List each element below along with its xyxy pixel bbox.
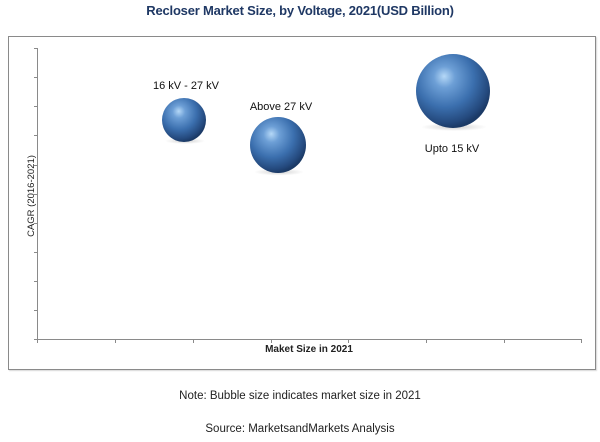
source-note: Source: MarketsandMarkets Analysis — [205, 423, 395, 435]
bubble-label: 16 kV - 27 kV — [153, 80, 220, 92]
chart-frame — [8, 36, 596, 370]
bubble-label: Upto 15 kV — [425, 143, 480, 155]
y-axis — [34, 48, 38, 340]
bubble-upto-15kv: Upto 15 kV — [416, 54, 490, 155]
y-axis-title: CAGR (2016-2021) — [26, 155, 37, 237]
bubble-sphere — [416, 54, 490, 128]
bubble-label: Above 27 kV — [250, 101, 313, 113]
x-axis — [37, 339, 582, 343]
bubble-above-27kv: Above 27 kV — [250, 101, 313, 176]
bubble-size-note: Note: Bubble size indicates market size … — [179, 390, 421, 402]
chart-title: Recloser Market Size, by Voltage, 2021(U… — [146, 3, 454, 18]
bubble-sphere — [250, 117, 306, 173]
bubble-sphere — [162, 98, 206, 142]
x-axis-title: Maket Size in 2021 — [265, 344, 353, 355]
bubble-16-27kv: 16 kV - 27 kV — [153, 80, 220, 144]
